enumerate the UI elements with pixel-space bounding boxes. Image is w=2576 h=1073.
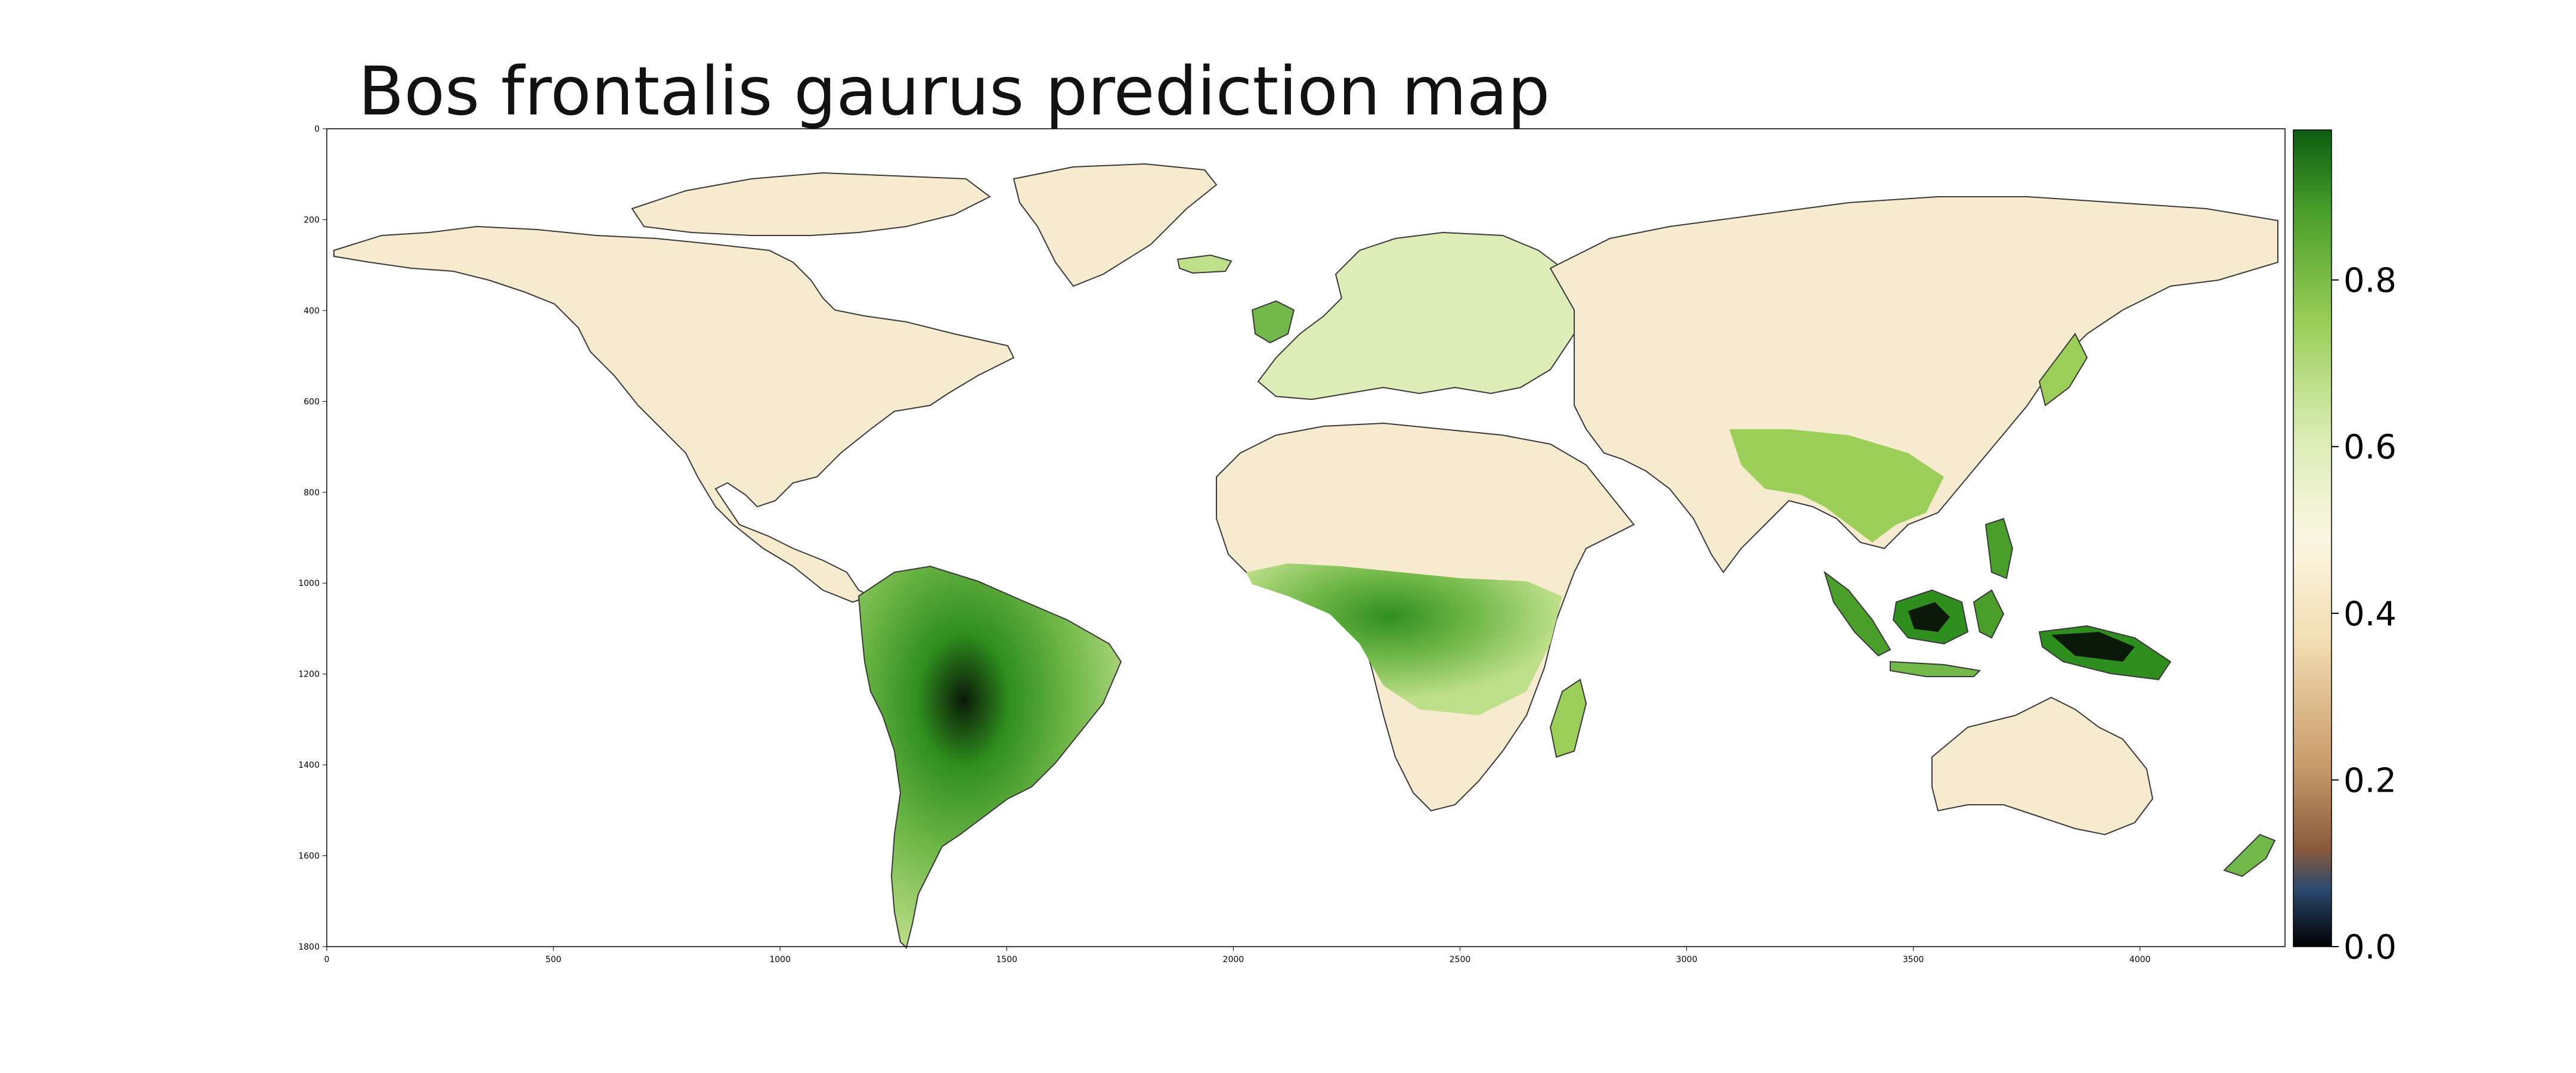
colorbar-ticks: 0.0 0.2 0.4 0.6 0.8 xyxy=(2332,262,2397,967)
y-tick-label: 400 xyxy=(304,306,320,316)
x-tick-label: 2500 xyxy=(1450,955,1471,965)
y-tick-label: 1000 xyxy=(298,579,320,588)
map-frame xyxy=(326,128,2286,947)
y-tick-label: 200 xyxy=(304,215,320,225)
congo-basin-region xyxy=(1246,563,1562,715)
x-tick-label: 0 xyxy=(324,955,330,965)
new-guinea-core-region xyxy=(2051,632,2135,662)
arctic-islands-landmass xyxy=(631,172,991,236)
x-tick-label: 500 xyxy=(546,955,562,965)
new-zealand-landmass xyxy=(2223,833,2276,877)
australia-landmass xyxy=(1931,696,2154,836)
y-tick-label: 1200 xyxy=(298,670,320,680)
x-tick-label: 2000 xyxy=(1223,955,1244,965)
colorbar-tick-label: 0.0 xyxy=(2343,928,2397,967)
map-title: Bos frontalis gaurus prediction map xyxy=(358,53,1550,131)
java-landmass xyxy=(1890,660,1981,677)
x-tick-label: 3000 xyxy=(1676,955,1698,965)
map-axes: 0 500 1000 1500 2000 2500 3000 3500 4000 0 200 400… xyxy=(298,125,2286,965)
y-tick-label: 1800 xyxy=(298,942,320,952)
colorbar-tick-label: 0.8 xyxy=(2343,262,2397,300)
north-america-landmass xyxy=(333,225,1015,603)
south-america-landmass xyxy=(857,565,1122,949)
asia-landmass xyxy=(1549,196,2278,573)
x-tick-label: 1500 xyxy=(996,955,1017,965)
british-isles-landmass xyxy=(1251,300,1295,344)
colorbar-tick-label: 0.4 xyxy=(2343,595,2397,634)
japan-landmass xyxy=(2038,333,2088,407)
y-tick-label: 800 xyxy=(304,488,320,498)
x-tick-label: 4000 xyxy=(2129,955,2151,965)
y-axis-ticks: 0 200 400 600 800 1000 1200 1400 1600 1800 xyxy=(298,125,327,952)
philippines-landmass xyxy=(1984,517,2014,579)
colorbar-gradient xyxy=(2293,129,2332,947)
y-tick-label: 1400 xyxy=(298,761,320,770)
y-tick-label: 1600 xyxy=(298,852,320,861)
iceland-landmass xyxy=(1176,254,1233,274)
x-tick-label: 3500 xyxy=(1903,955,1924,965)
x-axis-ticks: 0 500 1000 1500 2000 2500 3000 3500 4000 xyxy=(324,947,2151,965)
madagascar-landmass xyxy=(1549,678,1587,758)
sumatra-landmass xyxy=(1823,570,1891,657)
x-tick-label: 1000 xyxy=(769,955,791,965)
colorbar-tick-label: 0.6 xyxy=(2343,428,2397,467)
borneo-core-region xyxy=(1908,602,1950,632)
colorbar-tick-label: 0.2 xyxy=(2343,761,2397,800)
land-masses xyxy=(333,163,2278,949)
southeast-asia-region xyxy=(1729,429,1944,542)
y-tick-label: 0 xyxy=(314,125,320,134)
sulawesi-landmass xyxy=(1973,589,2005,639)
colorbar: 0.0 0.2 0.4 0.6 0.8 xyxy=(2293,129,2397,967)
greenland-landmass xyxy=(1013,163,1218,287)
y-tick-label: 600 xyxy=(304,397,320,407)
